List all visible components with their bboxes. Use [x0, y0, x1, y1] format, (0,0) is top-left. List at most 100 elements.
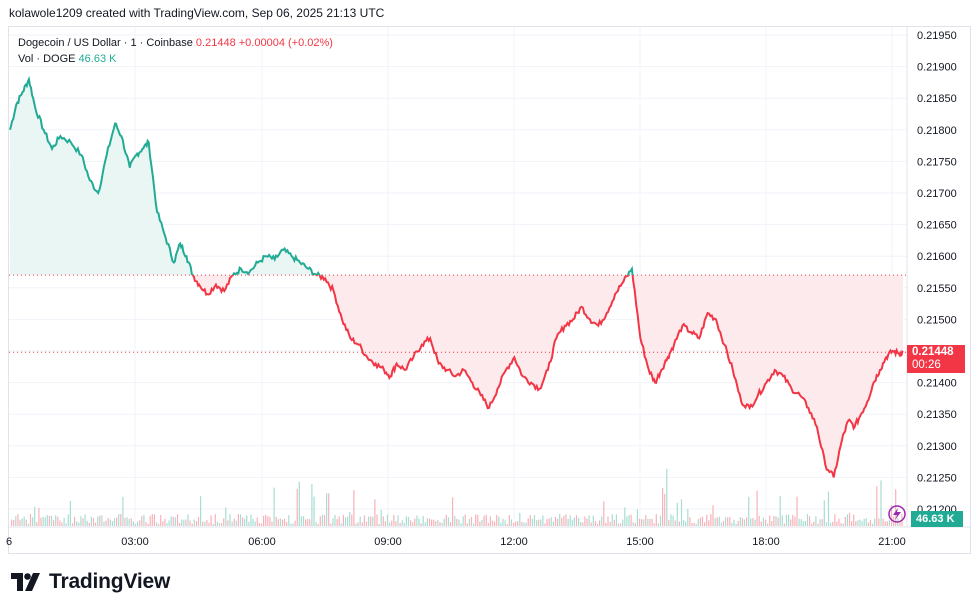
volume-bar	[212, 523, 214, 526]
volume-bar	[779, 495, 781, 526]
last-price-value: 0.21448	[912, 346, 954, 359]
volume-bar	[710, 514, 712, 526]
y-tick-label: 0.21800	[917, 125, 957, 137]
volume-bar	[521, 521, 523, 526]
volume-bar	[641, 519, 643, 526]
volume-bar	[65, 523, 67, 526]
volume-bar	[659, 515, 662, 526]
volume-bar	[101, 515, 103, 526]
volume-bar	[764, 519, 767, 526]
volume-bar	[515, 521, 517, 526]
volume-bar	[636, 509, 638, 526]
volume-bar	[431, 519, 433, 526]
volume-bar	[733, 519, 735, 526]
y-tick-label: 0.21550	[917, 283, 957, 295]
volume-bar	[554, 516, 557, 526]
volume-bar	[277, 519, 279, 526]
volume-bar	[487, 523, 489, 526]
volume-bar	[332, 518, 334, 526]
volume-bar	[796, 496, 798, 526]
volume-bar	[479, 521, 481, 526]
volume-bar	[99, 515, 101, 526]
volume-bar	[460, 523, 462, 526]
volume-bar	[132, 521, 134, 526]
volume-bar	[29, 514, 32, 526]
volume-bar	[252, 519, 254, 526]
x-tick-label: 18:00	[752, 536, 780, 548]
y-tick-label: 0.21500	[917, 314, 957, 326]
volume-bar	[630, 514, 632, 526]
volume-bar	[452, 497, 454, 526]
volume-bar	[504, 520, 506, 526]
volume-bar	[523, 522, 525, 526]
volume-bar	[187, 514, 189, 526]
volume-bar	[210, 515, 212, 526]
volume-bar	[53, 520, 55, 526]
volume-bar	[508, 515, 510, 526]
volume-bar	[792, 514, 794, 526]
legend-symbol[interactable]: Dogecoin / US Dollar · 1 · Coinbase	[18, 37, 193, 49]
volume-bar	[685, 521, 687, 526]
volume-bar	[34, 506, 36, 526]
tradingview-logo-icon	[11, 573, 40, 591]
volume-bar	[57, 516, 59, 526]
volume-bar	[817, 523, 819, 526]
volume-bar	[410, 520, 412, 526]
volume-bar	[567, 518, 569, 526]
area-fill-up	[10, 79, 903, 276]
volume-bar	[500, 522, 502, 526]
tradingview-logo[interactable]: TradingView	[11, 570, 170, 594]
volume-bar	[678, 521, 680, 526]
volume-bar	[351, 514, 353, 526]
volume-bar	[643, 519, 645, 526]
volume-bar	[771, 520, 773, 526]
volume-bar	[183, 519, 185, 526]
volume-bar	[489, 516, 491, 526]
volume-bar	[830, 522, 832, 526]
volume-bar	[664, 493, 666, 526]
volume-bar	[695, 523, 697, 526]
y-tick-label: 0.21250	[917, 472, 957, 484]
volume-bar	[269, 516, 271, 526]
volume-bar	[462, 516, 464, 526]
volume-bar	[496, 514, 498, 526]
volume-bar	[426, 518, 428, 526]
volume-bar	[376, 514, 378, 526]
volume-bar	[794, 516, 796, 526]
volume-bar	[888, 520, 890, 526]
lightning-star-icon[interactable]	[887, 504, 907, 524]
volume-bar	[464, 514, 466, 526]
volume-bar	[275, 516, 277, 526]
y-tick-label: 0.21400	[917, 378, 957, 390]
volume-bar	[443, 518, 445, 526]
volume-bar	[155, 522, 158, 526]
volume-bar	[118, 514, 120, 526]
volume-bar	[267, 516, 269, 526]
volume-bar	[109, 519, 111, 526]
y-tick-label: 0.21900	[917, 62, 957, 74]
volume-bar	[197, 516, 200, 526]
volume-bar	[754, 519, 756, 526]
volume-bar	[237, 514, 239, 526]
area-fill-down	[192, 275, 903, 478]
volume-bar	[552, 521, 554, 526]
volume-bar	[90, 516, 92, 526]
volume-bar	[743, 519, 746, 526]
volume-bar	[336, 519, 338, 526]
legend-volume-label[interactable]: Vol · DOGE	[18, 53, 76, 65]
volume-bar	[840, 523, 842, 526]
volume-bar	[23, 516, 25, 526]
volume-bar	[279, 518, 281, 526]
volume-bar	[176, 514, 179, 526]
volume-bar	[449, 522, 452, 526]
volume-bar	[97, 516, 99, 526]
y-tick-label: 0.21750	[917, 156, 957, 168]
volume-bar	[437, 520, 439, 526]
volume-bar	[208, 522, 210, 526]
volume-bar	[204, 521, 206, 526]
volume-bar	[834, 514, 836, 526]
volume-bar	[769, 515, 771, 526]
volume-bar	[781, 515, 783, 526]
volume-bar	[296, 488, 298, 526]
